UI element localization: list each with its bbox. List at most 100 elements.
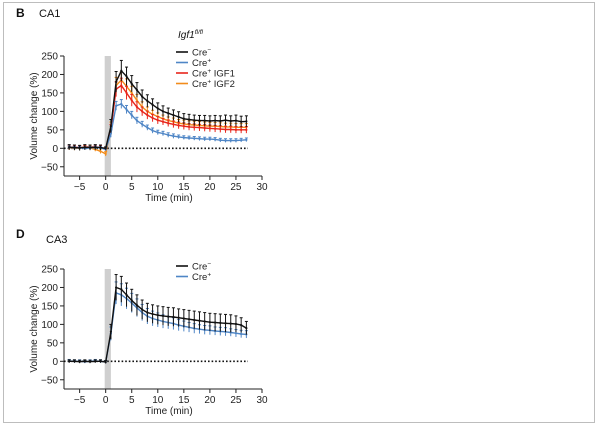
panel-b-series-1-point [151,103,154,106]
panel-d-stimulus-band [104,269,111,389]
panel-b-series-1-point [141,95,144,98]
panel-d-series-1-point [78,360,81,363]
panel-b-series-3-point [208,127,211,130]
panel-b-stimulus-band [104,56,111,176]
genotype-superscript: fl/fl [195,29,204,36]
panel-b-series-1-point [156,107,159,110]
panel-b-y-tick-label: 100 [41,107,58,118]
panel-d-series-1-point [234,322,238,326]
panel-b-series-1-point [130,82,133,85]
panel-b-series-2-point [203,137,206,141]
panel-b-series-1-point [120,69,123,72]
panel-d-series-1-point [245,326,248,330]
panel-b-series-2-point [208,137,211,141]
panel-b-series-2-point [240,139,243,142]
panel-d-x-tick-label: 30 [256,395,268,406]
panel-d-series-1-point [214,321,217,324]
panel-b-series-3-point [245,128,248,131]
panel-b-series-1-point [88,146,92,149]
panel-b-series-3-point [219,128,222,131]
panel-b-series-2-point [177,135,180,138]
panel-d-y-tick-label: −50 [41,375,58,386]
panel-b-series-4-point [99,150,102,153]
panel-b-series-2-point [187,136,191,140]
panel-b-series-3-point [172,123,175,126]
panel-d-series-1-point [172,315,175,319]
panel-b-x-tick-label: 0 [103,182,109,193]
panel-b-x-tick-label: 30 [256,182,268,193]
panel-b-series-1-point [177,115,180,119]
panel-b-series-3-point [130,99,133,102]
panel-b-x-tick-label: 5 [129,182,135,193]
panel-b-series-2-point [130,113,133,117]
panel-d-series-1-point [73,360,76,363]
panel-b-legend-label: Cre+ [192,58,211,70]
panel-b-series-1-point [224,119,227,122]
panel-b-series-1-point [219,119,222,123]
panel-b-series-2-point [120,102,123,106]
panel-b-series-1-point [161,110,165,113]
panel-d-series-1-point [161,314,165,317]
panel-b-series-3-point [177,124,180,127]
panel-b-series-3-point [146,113,149,117]
panel-b-series-1-point [240,120,243,123]
panel-d-series-1-point [208,321,211,324]
panel-b-x-tick-label: −5 [74,182,86,193]
panel-d-series-1-point [99,360,102,363]
panel-b-series-2-point [214,138,217,141]
panel-d-y-tick-label: 250 [41,265,58,276]
panel-d-series-1-point [224,322,227,325]
panel-b-series-2-point [156,131,159,134]
panel-d-y-tick-label: 150 [41,301,58,312]
panel-d-x-tick-label: 5 [129,395,135,406]
panel-b-series-1-point [115,80,118,83]
panel-b-y-tick-label: 50 [47,125,59,136]
panel-b-series-4-point [135,99,139,102]
panel-d-series-1-point [187,318,191,321]
panel-b-series-1-point [187,118,191,121]
panel-b-series-3-point [156,119,159,122]
panel-d-series-1-point [88,360,92,363]
panel-b-series-1-point [94,146,97,149]
panel-b-series-1-point [203,119,206,122]
panel-b-x-axis-title: Time (min) [145,193,192,204]
panel-b-y-tick-label: 200 [41,70,58,81]
panel-b-y-tick-label: −50 [41,162,58,173]
panel-d-x-tick-label: −5 [74,395,86,406]
panel-d-y-axis-title: Volume change (%) [29,285,40,372]
panel-d-legend-label: Cre− [192,261,211,273]
panel-d-x-tick-label: 25 [230,395,242,406]
panel-d-x-tick-label: 0 [103,395,109,406]
panel-b-legend-label: Cre+ IGF1 [192,68,235,80]
panel-b-series-3-point [187,125,191,128]
panel-b-y-tick-label: 250 [41,52,58,63]
panel-b-series-1-point [109,125,112,128]
panel-d-series-1-point [151,312,154,316]
panel-b-series-3-point [141,110,144,113]
panel-b-series-3-point [229,128,232,131]
panel-b-title: CA1 [39,8,60,20]
panel-b-series-2-point [161,132,165,135]
panel-b-series-1-point [245,120,248,123]
panel-d-series-1-point [240,324,243,327]
panel-d-series-1-point [167,315,170,318]
panel-b-series-3-point [224,128,227,131]
genotype-base: Igf1 [178,30,195,41]
panel-b-series-1-point [78,146,81,150]
panel-d-x-tick-label: 20 [204,395,216,406]
panel-b-series-2-point [151,129,154,132]
panel-b-series-3-point [125,91,128,95]
panel-d-y-tick-label: 100 [41,320,58,331]
panel-b-x-tick-label: 25 [230,182,242,193]
panel-d-series-1 [67,274,248,364]
panel-b-series-2-point [125,108,128,111]
panel-b-series-2-point [229,139,232,142]
panel-b-series-1-point [68,146,71,149]
panel-b-series-3-point [203,126,206,130]
panel-d-series-2-point [234,332,238,335]
panel-b-series-2-point [198,137,201,140]
panel-d-series-1-point [125,293,128,296]
panel-d-legend-label: Cre+ [192,272,211,284]
figure-frame [3,2,595,423]
